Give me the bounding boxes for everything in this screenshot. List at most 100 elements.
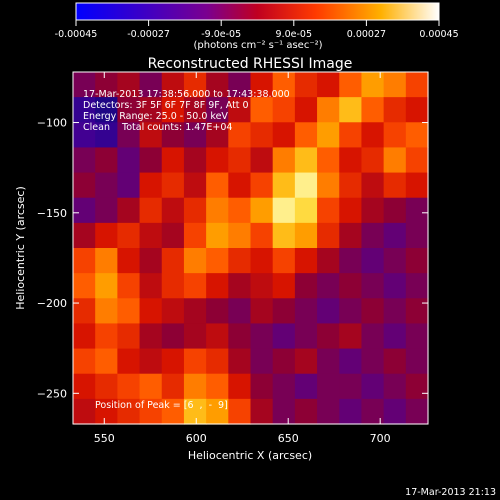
heatmap-cell — [73, 72, 96, 98]
heatmap-cell — [294, 373, 318, 400]
heatmap-cell — [339, 398, 363, 425]
heatmap-cell — [73, 147, 96, 174]
heatmap-cell — [250, 398, 274, 425]
heatmap-cell — [294, 197, 318, 224]
heatmap-cell — [405, 222, 429, 249]
heatmap-cell — [272, 222, 296, 249]
heatmap-cell — [250, 323, 274, 350]
heatmap-cell — [161, 172, 185, 199]
heatmap-cell — [383, 273, 407, 299]
heatmap-cell — [339, 122, 363, 149]
x-tick-label: 650 — [278, 432, 299, 445]
heatmap-cell — [339, 248, 363, 274]
x-axis-label: Heliocentric X (arcsec) — [188, 449, 312, 462]
heatmap-cell — [206, 273, 229, 299]
heatmap-cell — [73, 172, 96, 199]
heatmap-cell — [183, 97, 207, 123]
colorbar: -0.00045 -0.00027 -9.0e-05 9.0e-05 0.00027 0.… — [55, 2, 459, 51]
heatmap-cell — [117, 122, 141, 149]
y-tick-label: −250 — [37, 387, 67, 400]
heatmap-cell — [272, 273, 296, 299]
heatmap-cell — [161, 348, 185, 375]
colorbar-tick-label: -0.00027 — [127, 29, 170, 40]
heatmap-cell — [361, 398, 385, 425]
heatmap-cell — [206, 298, 229, 325]
colorbar-tick-label: 0.00045 — [419, 29, 458, 40]
heatmap-cell — [361, 97, 385, 123]
heatmap-cell — [183, 398, 207, 425]
heatmap-cell — [294, 398, 318, 425]
heatmap-cell — [95, 248, 118, 274]
heatmap-cell — [405, 147, 429, 174]
heatmap-cell — [383, 222, 407, 249]
heatmap-cell — [272, 248, 296, 274]
heatmap-cell — [95, 97, 118, 123]
heatmap-cell — [228, 273, 252, 299]
heatmap-cell — [117, 72, 141, 98]
heatmap-cell — [161, 298, 185, 325]
heatmap-cell — [250, 348, 274, 375]
heatmap-cell — [206, 398, 229, 425]
heatmap-cell — [383, 348, 407, 375]
heatmap-cell — [228, 222, 252, 249]
heatmap-cell — [405, 122, 429, 149]
heatmap-cell — [361, 348, 385, 375]
heatmap-cell — [183, 323, 207, 350]
heatmap-cell — [294, 248, 318, 274]
heatmap-cell — [161, 147, 185, 174]
heatmap-cell — [405, 373, 429, 400]
heatmap-cell — [405, 248, 429, 274]
heatmap-cell — [405, 172, 429, 199]
heatmap-cell — [73, 248, 96, 274]
heatmap-cell — [95, 348, 118, 375]
heatmap-cell — [294, 348, 318, 375]
heatmap-cell — [228, 373, 252, 400]
heatmap-cell — [250, 172, 274, 199]
heatmap-cell — [339, 147, 363, 174]
heatmap-cell — [317, 248, 340, 274]
heatmap-cell — [383, 122, 407, 149]
heatmap-cell — [272, 172, 296, 199]
heatmap-cell — [139, 273, 163, 299]
heatmap-cell — [317, 72, 340, 98]
heatmap-cell — [228, 72, 252, 98]
heatmap-cell — [317, 273, 340, 299]
heatmap-cell — [339, 298, 363, 325]
annotation-block: 17-Mar-2013 17:38:56.000 to 17:43:38.000… — [83, 89, 290, 411]
heatmap-cell — [117, 197, 141, 224]
footer-timestamp: 17-Mar-2013 21:13 — [405, 487, 496, 498]
heatmap-cell — [317, 222, 340, 249]
heatmap-cell — [139, 72, 163, 98]
heatmap-cell — [139, 172, 163, 199]
heatmap-cell — [139, 122, 163, 149]
heatmap-cell — [294, 72, 318, 98]
heatmap-cell — [272, 373, 296, 400]
heatmap-cell — [206, 248, 229, 274]
heatmap-cell — [339, 323, 363, 350]
heatmap-cell — [294, 273, 318, 299]
heatmap-cell — [361, 172, 385, 199]
heatmap-cell — [117, 172, 141, 199]
heatmap-cell — [339, 273, 363, 299]
heatmap-cell — [317, 197, 340, 224]
heatmap-cell — [317, 298, 340, 325]
heatmap-cell — [161, 197, 185, 224]
heatmap-cell — [206, 197, 229, 224]
heatmap-cell — [294, 147, 318, 174]
heatmap-cell — [73, 298, 96, 325]
heatmap-cell — [183, 273, 207, 299]
heatmap-cell — [250, 122, 274, 149]
heatmap-cell — [339, 97, 363, 123]
heatmap-cell — [383, 72, 407, 98]
heatmap-cell — [161, 222, 185, 249]
heatmap-cell — [383, 373, 407, 400]
heatmap-cell — [206, 122, 229, 149]
heatmap-cell — [317, 323, 340, 350]
heatmap-cell — [139, 298, 163, 325]
annotation-clean: Clean Total counts: 1.47E+04 — [83, 122, 232, 133]
heatmap-cell — [73, 373, 96, 400]
heatmap-cell — [317, 97, 340, 123]
colorbar-gradient — [75, 2, 440, 21]
heatmap-cell — [317, 348, 340, 375]
